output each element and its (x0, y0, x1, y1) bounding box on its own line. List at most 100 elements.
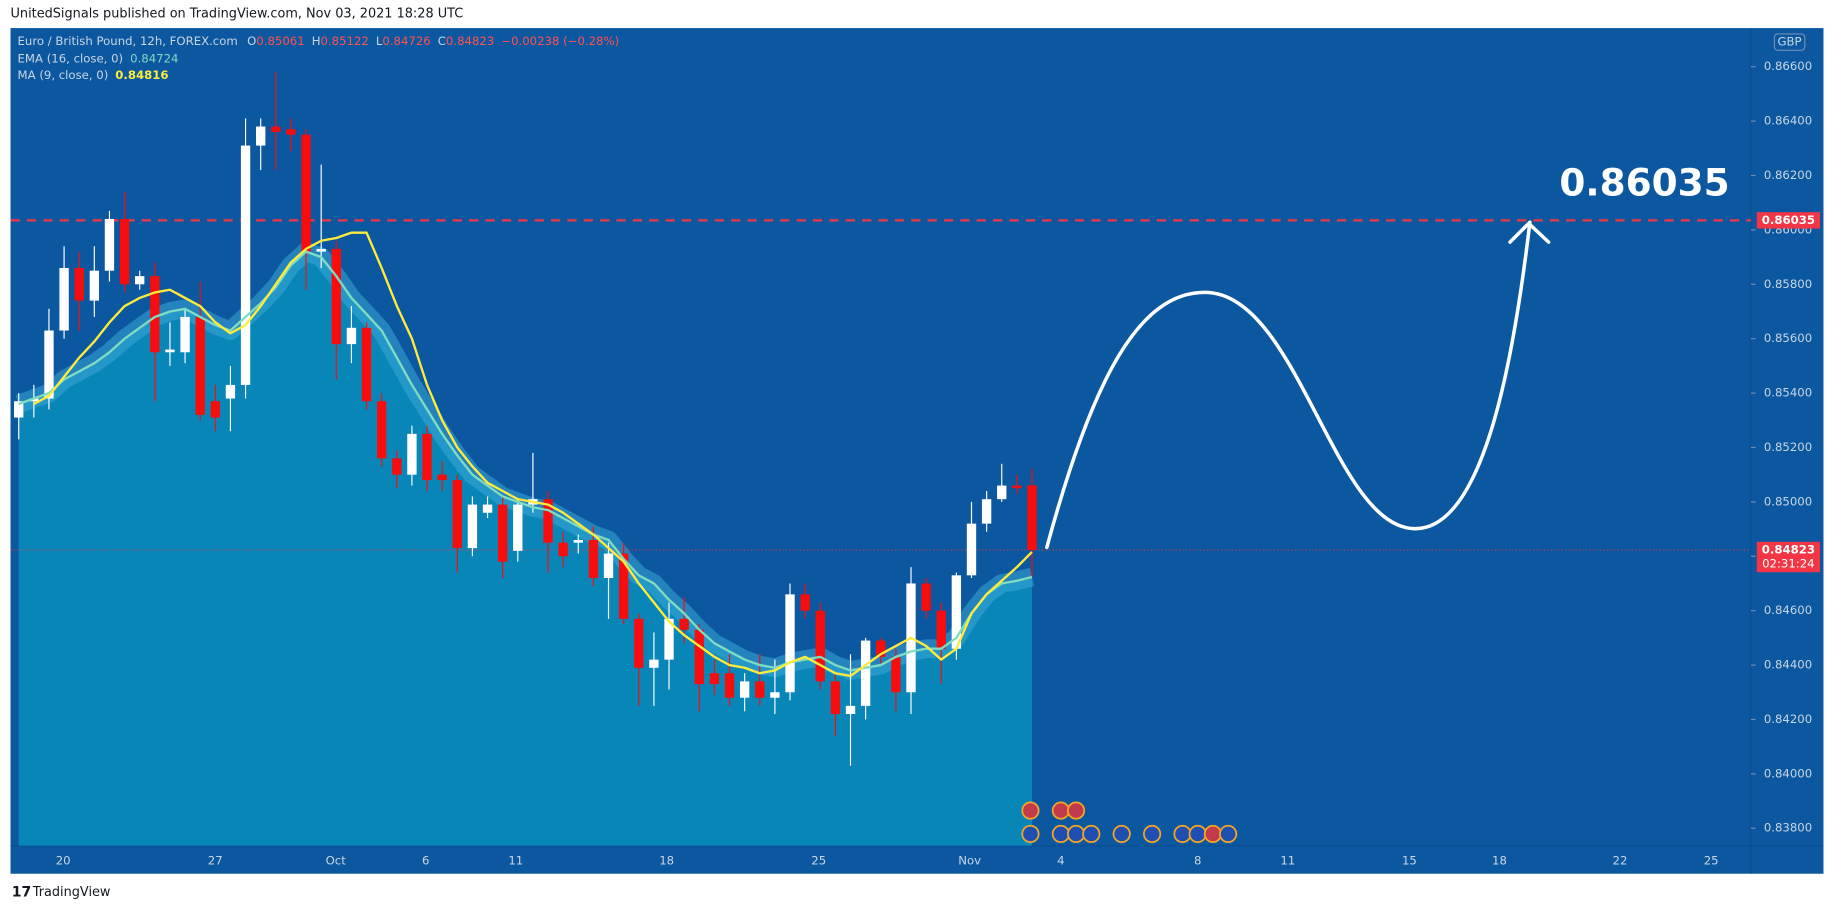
x-tick-label: 22 (1613, 853, 1628, 867)
level-annotation: 0.86035 (1559, 160, 1729, 204)
y-tick-label: 0.85200 (1764, 440, 1812, 454)
brand-logo: 17 (12, 884, 32, 900)
projection-arrowhead (1508, 221, 1551, 244)
candle-body (195, 316, 205, 415)
candle-body (301, 134, 311, 252)
candle-body (845, 705, 856, 715)
candle-body (573, 539, 583, 543)
indicator-line (33, 231, 1033, 678)
candle-body (271, 126, 281, 132)
y-tick-label: 0.85800 (1764, 277, 1812, 291)
price-badge-label: 0.84823 (1762, 543, 1815, 557)
candle-body (286, 129, 296, 135)
event-icon (1051, 801, 1070, 820)
indicator-value: 0.84816 (115, 67, 168, 81)
event-icon (1082, 824, 1101, 844)
indicator-name: MA (9, close, 0) (18, 67, 109, 81)
event-icon (1021, 801, 1040, 820)
y-tick-label: 0.84400 (1764, 658, 1812, 672)
candle-body (180, 316, 190, 353)
event-icon (1173, 824, 1192, 844)
candle-body (800, 594, 810, 611)
ohlc-label: C (438, 33, 446, 47)
indicator-value: 0.84724 (130, 51, 178, 65)
candle-body (951, 575, 962, 649)
candle-body (422, 433, 432, 481)
candle-body (634, 618, 644, 668)
y-tick-label: 0.86200 (1764, 168, 1812, 182)
candle-body (331, 248, 341, 345)
candle-body (513, 504, 523, 551)
countdown-label: 02:31:24 (1762, 557, 1815, 571)
candle-body (860, 640, 871, 706)
candle-body (14, 401, 24, 418)
candle-body (755, 681, 765, 698)
x-tick-label: 18 (659, 853, 674, 867)
ohlc-value: 0.85122 (321, 33, 369, 47)
legend-symbol: Euro / British Pound, 12h, FOREX.com O0.8… (18, 33, 620, 47)
candle-body (89, 270, 100, 301)
candle-body (603, 553, 614, 579)
ohlc-label: H (312, 33, 321, 47)
candle-body (785, 594, 795, 693)
candle-body (921, 583, 931, 611)
candle-body (558, 542, 568, 557)
brand-name: TradingView (32, 885, 111, 900)
change-value: −0.00238 (−0.28%) (501, 33, 619, 47)
event-icon (1021, 824, 1040, 844)
candle-body (891, 656, 901, 693)
ohlc-value: 0.85061 (256, 33, 304, 47)
candle-body (649, 659, 659, 668)
candle-body (150, 276, 160, 353)
plot-area (10, 72, 1751, 846)
x-tick-label: Nov (958, 853, 981, 867)
event-icon (1203, 824, 1222, 844)
published-note: UnitedSignals published on TradingView.c… (11, 7, 464, 22)
candle-body (29, 398, 39, 402)
y-tick-label: 0.84200 (1764, 712, 1812, 726)
projection-curve (1045, 220, 1532, 550)
x-tick-label: 25 (811, 853, 826, 867)
event-icon (1051, 824, 1070, 844)
event-icon (1188, 824, 1207, 844)
candle-body (709, 673, 720, 685)
candle-body (936, 610, 946, 649)
x-tick-label: 20 (56, 853, 71, 867)
event-icon (1112, 824, 1131, 844)
candle-body (376, 401, 387, 459)
event-icon (1067, 801, 1086, 820)
x-tick-label: Oct (326, 853, 347, 867)
level-badge (1756, 212, 1820, 229)
candle-body (482, 504, 493, 513)
candle-body (74, 267, 84, 301)
candle-body (44, 330, 54, 399)
y-tick-label: 0.85600 (1764, 331, 1812, 345)
ohlc-label: L (376, 33, 383, 47)
symbol-title: Euro / British Pound, 12h, FOREX.com (18, 33, 238, 47)
event-icon (1219, 824, 1238, 844)
candle-body (316, 248, 326, 252)
candle-body (1027, 485, 1037, 551)
candle-body (104, 219, 115, 271)
candle-body (664, 618, 674, 660)
x-tick-label: 11 (1280, 853, 1295, 867)
y-tick-label: 0.85400 (1764, 386, 1812, 400)
candle-body (210, 401, 220, 418)
candle-body (467, 504, 478, 549)
candle-body (407, 433, 417, 475)
candle-body (59, 267, 69, 331)
y-tick-label: 0.85000 (1764, 494, 1812, 508)
x-tick-label: 25 (1704, 853, 1719, 867)
candle-body (981, 499, 992, 524)
candle-body (225, 384, 236, 399)
ohlc-value: 0.84823 (446, 33, 494, 47)
x-tick-label: 18 (1492, 853, 1507, 867)
price-badge (1756, 541, 1820, 573)
x-tick-label: 6 (422, 853, 429, 867)
candle-body (739, 681, 750, 698)
level-badge-label: 0.86035 (1762, 213, 1815, 227)
ohlc-label: O (247, 33, 256, 47)
legend: Euro / British Pound, 12h, FOREX.com O0.8… (18, 33, 620, 81)
candle-body (346, 327, 357, 345)
candle-body (694, 629, 704, 685)
